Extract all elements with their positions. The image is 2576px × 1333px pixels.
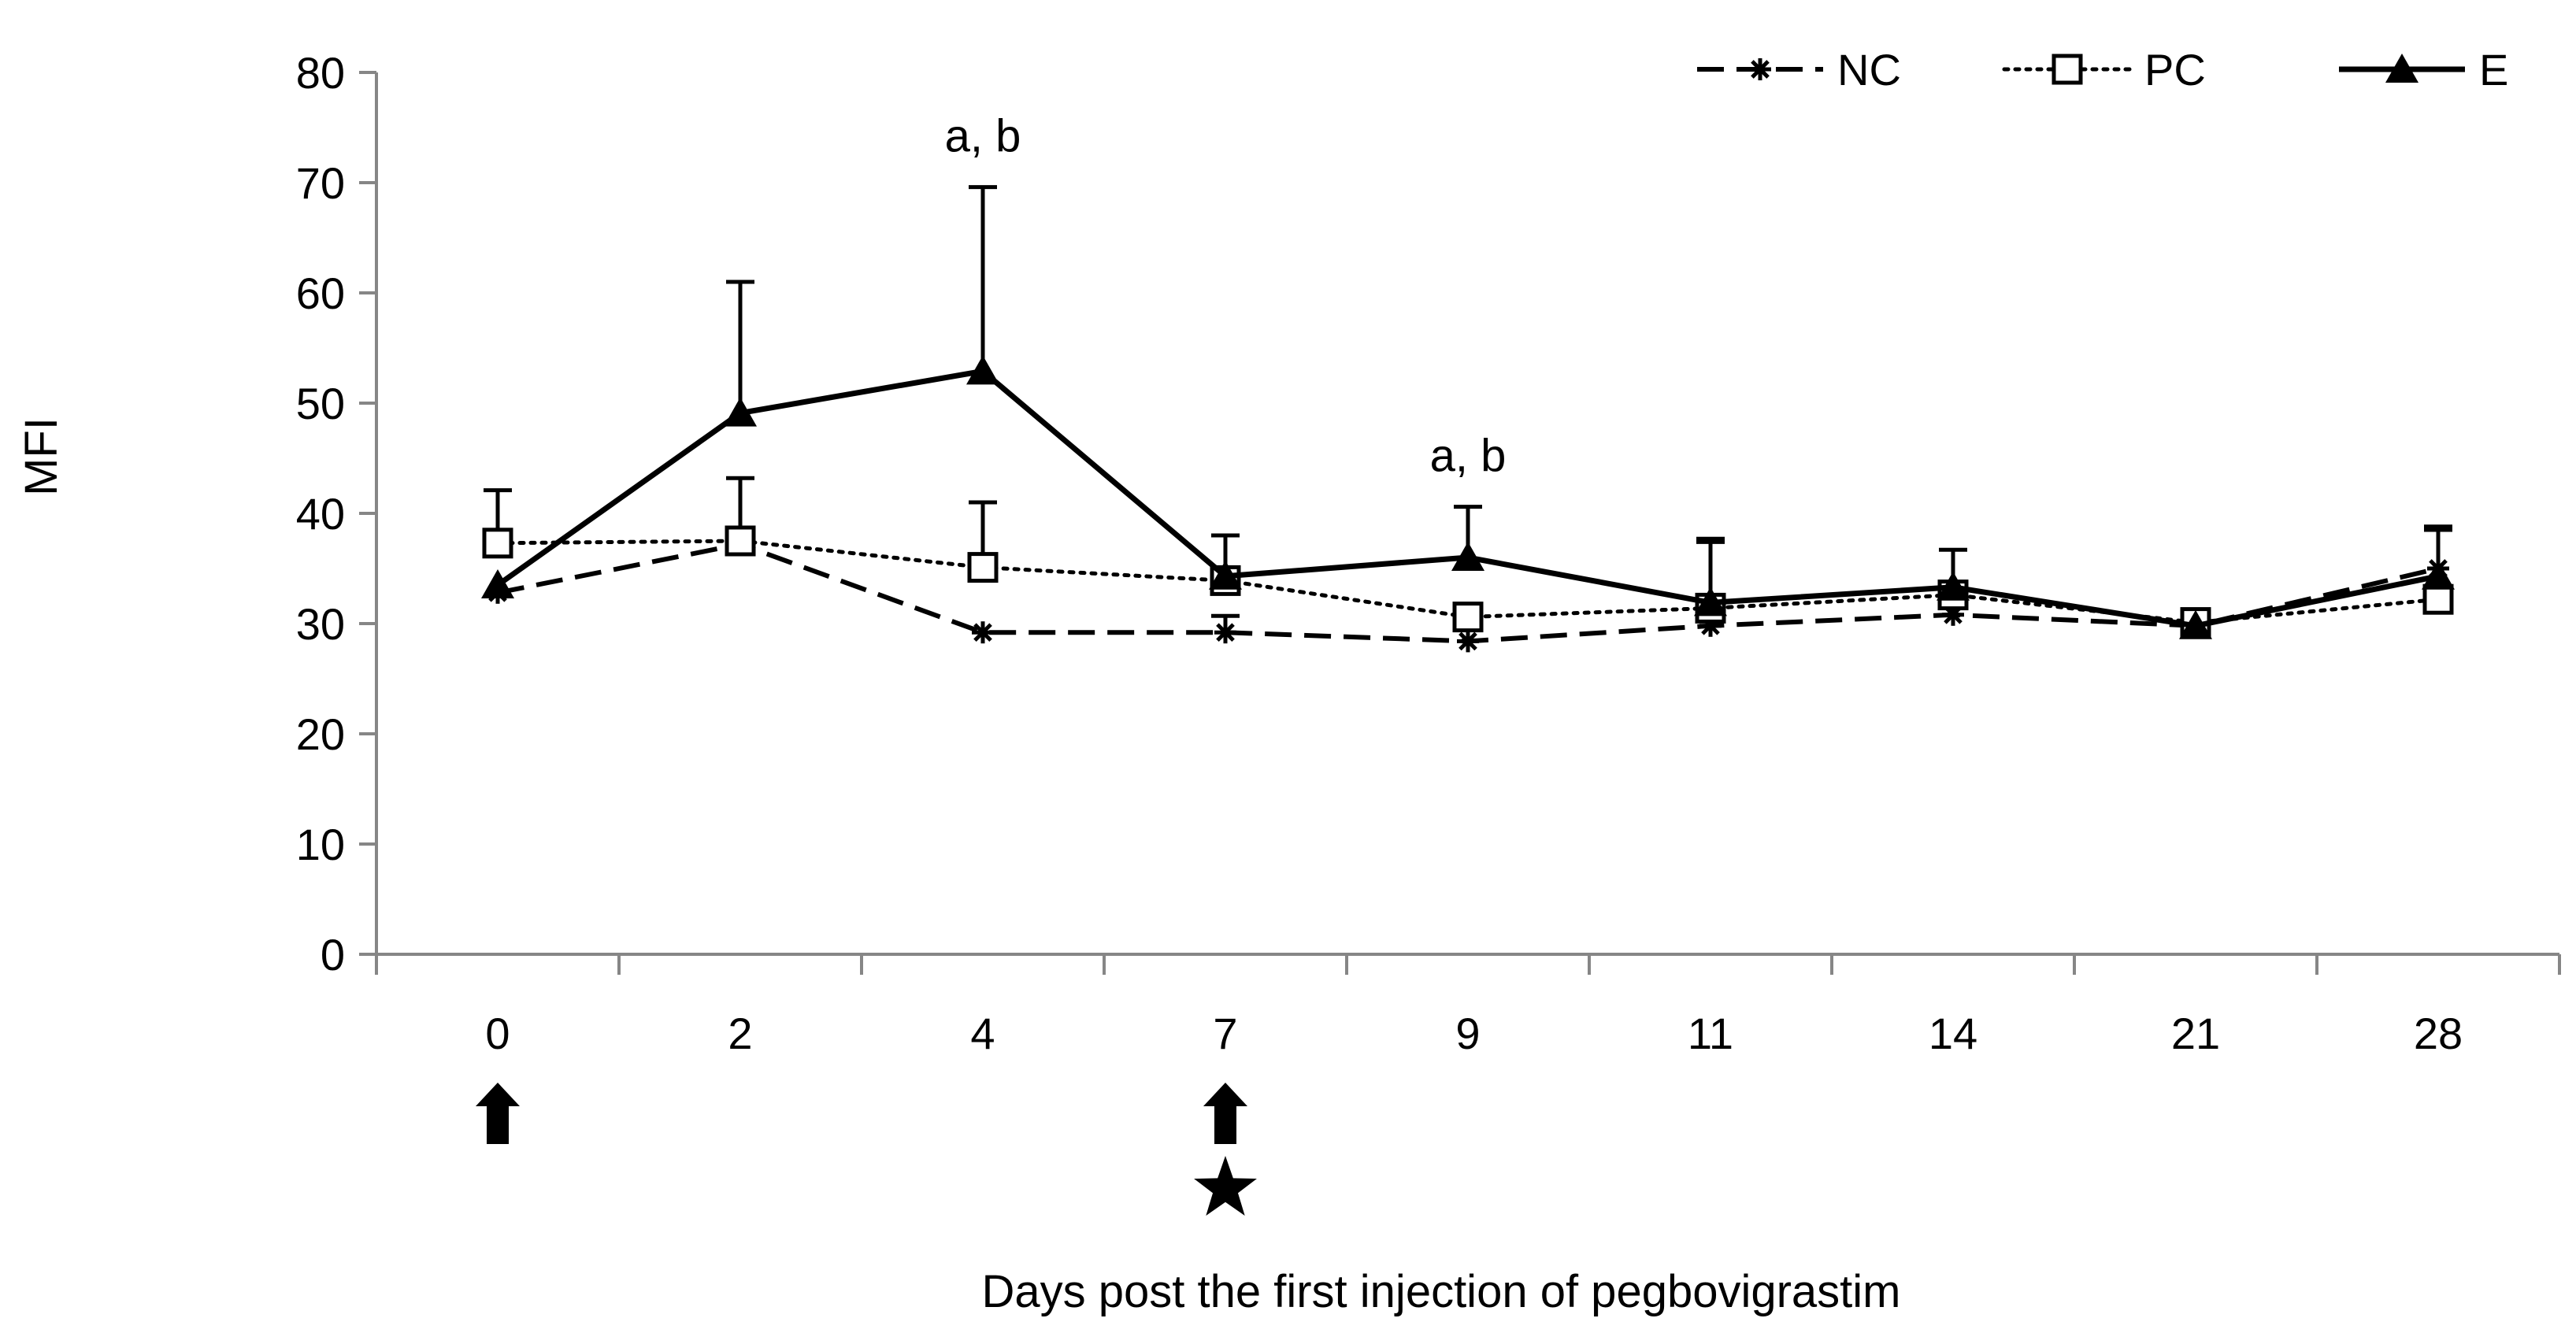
legend-label-e: E [2479, 45, 2508, 94]
y-tick-label: 50 [296, 379, 345, 428]
legend-marker-e [2385, 54, 2418, 83]
x-tick-label: 7 [1213, 1009, 1237, 1058]
significance-annotation: a, b [1430, 431, 1507, 482]
series-line-e [495, 368, 2439, 629]
series-e [481, 185, 2455, 639]
x-tick-label: 0 [485, 1009, 510, 1058]
y-axis-label: MFI [16, 417, 67, 496]
injection-markers [476, 1083, 1257, 1216]
y-tick-label: 0 [321, 930, 345, 979]
data-point-e [481, 569, 514, 598]
x-tick-label: 14 [1929, 1009, 1977, 1058]
data-point-e [1937, 571, 1970, 601]
data-point-nc [972, 621, 994, 644]
asterisk-stroke [973, 623, 992, 642]
y-tick-label: 30 [296, 599, 345, 649]
x-tick-label: 11 [1688, 1009, 1733, 1058]
data-point-pc [2422, 583, 2454, 615]
y-tick-label: 40 [296, 489, 345, 539]
data-point-e [1694, 587, 1727, 617]
data-point-e [2179, 609, 2212, 639]
x-tick-label: 9 [1455, 1009, 1480, 1058]
data-point-e [1451, 542, 1484, 571]
significance-annotation: a, b [945, 111, 1021, 162]
star-icon [1194, 1156, 1257, 1216]
data-point-e [966, 355, 999, 385]
annotation-layer: a, b a, b [945, 111, 1507, 482]
data-point-pc [1452, 602, 1484, 633]
y-tick-label: 10 [296, 820, 345, 869]
series-layer [481, 185, 2455, 653]
x-axis-label: Days post the first injection of pegbovi… [982, 1266, 1901, 1317]
data-point-nc [1214, 621, 1236, 644]
y-tick-label: 70 [296, 158, 345, 208]
y-tick-label: 20 [296, 709, 345, 759]
injection-arrow-icon [1203, 1083, 1247, 1144]
x-tick-label: 2 [728, 1009, 752, 1058]
y-axis: 0 10 20 30 40 50 60 70 80 [296, 48, 378, 979]
legend-item-e: E [2339, 45, 2508, 94]
asterisk-stroke [1216, 623, 1235, 642]
asterisk-stroke [1751, 60, 1770, 79]
asterisk-stroke [1458, 631, 1477, 651]
legend-marker-pc [2052, 54, 2083, 85]
legend-item-pc: PC [2002, 45, 2206, 94]
data-point-e [724, 397, 757, 427]
injection-arrow-icon [476, 1083, 520, 1144]
data-point-pc [725, 525, 756, 557]
legend-marker-nc [1749, 58, 1771, 80]
data-point-pc [967, 552, 999, 583]
data-point-e [2422, 560, 2455, 590]
data-point-e [1209, 560, 1242, 590]
legend-label-nc: NC [1837, 45, 1901, 94]
x-tick-label: 28 [2414, 1009, 2463, 1058]
data-point-pc [482, 528, 513, 559]
x-tick-label: 4 [970, 1009, 995, 1058]
x-tick-label: 21 [2171, 1009, 2220, 1058]
data-point-nc [1457, 630, 1479, 653]
y-tick-label: 80 [296, 48, 345, 98]
legend-item-nc: NC [1697, 45, 1901, 94]
x-axis: 0 2 4 7 9 11 14 21 28 [375, 953, 2561, 1058]
legend: NC PC E [1697, 45, 2508, 94]
legend-label-pc: PC [2144, 45, 2206, 94]
y-tick-label: 60 [296, 268, 345, 318]
